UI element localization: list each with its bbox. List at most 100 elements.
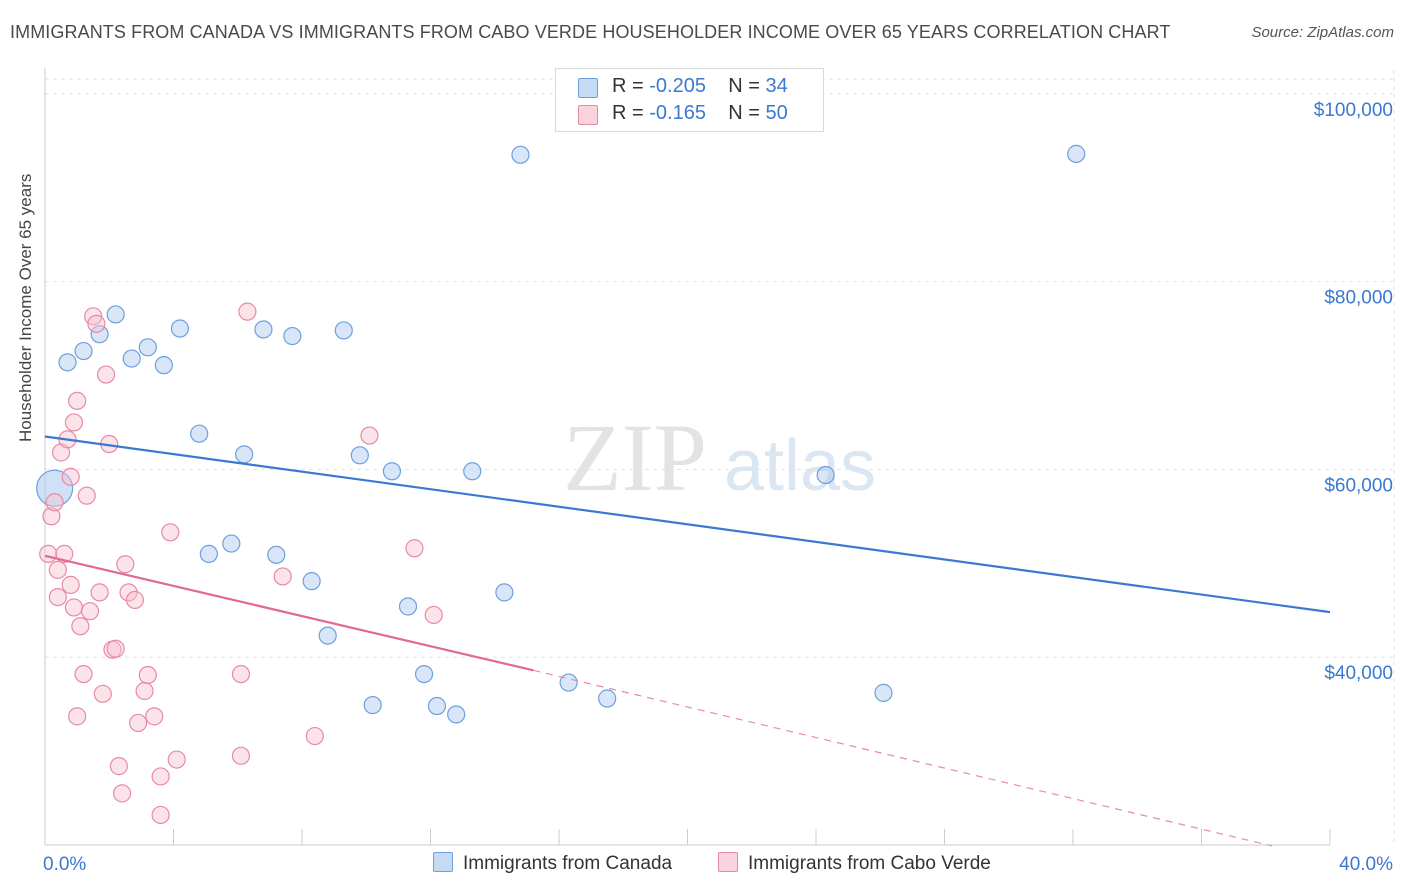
data-point-canada-29 xyxy=(559,673,578,692)
data-point-canada-33 xyxy=(1067,144,1086,163)
data-point-cabo-33 xyxy=(138,665,157,685)
trend-line-canada xyxy=(44,435,1331,614)
legend-swatch-canada xyxy=(578,78,598,98)
data-point-canada-16 xyxy=(302,572,321,591)
data-point-cabo-42 xyxy=(273,567,292,586)
data-point-canada-15 xyxy=(283,326,302,346)
data-point-canada-10 xyxy=(199,544,218,564)
data-point-cabo-31 xyxy=(129,713,148,733)
data-point-canada-27 xyxy=(495,583,514,602)
data-point-cabo-15 xyxy=(74,664,93,684)
trend-lines xyxy=(44,435,1331,847)
data-point-cabo-20 xyxy=(90,583,109,602)
data-point-cabo-12 xyxy=(68,391,87,410)
data-point-canada-3 xyxy=(90,325,109,344)
data-point-cabo-40 xyxy=(231,746,251,765)
y-tick-label-1: $80,000 xyxy=(1324,288,1393,309)
y-tick-label-2: $60,000 xyxy=(1324,475,1393,496)
watermark: ZIP atlas xyxy=(563,404,876,511)
bottom-legend-canada: Immigrants from Canada xyxy=(433,852,672,875)
bottom-legend-canada-label: Immigrants from Canada xyxy=(463,853,673,874)
data-point-canada-21 xyxy=(382,462,402,481)
data-point-cabo-8 xyxy=(61,467,80,487)
legend-r-label: R = xyxy=(612,102,644,124)
data-point-cabo-9 xyxy=(61,575,80,594)
data-point-cabo-11 xyxy=(64,598,84,617)
data-point-cabo-38 xyxy=(167,750,186,769)
y-tick-label-3: $40,000 xyxy=(1324,663,1393,684)
data-point-canada-30 xyxy=(598,689,617,708)
legend-r-value: -0.165 xyxy=(649,102,706,124)
y-tick-label-0: $100,000 xyxy=(1314,100,1393,121)
data-point-cabo-17 xyxy=(80,602,100,621)
data-point-canada-17 xyxy=(318,626,337,645)
data-point-canada-11 xyxy=(222,534,241,553)
data-point-canada-25 xyxy=(447,705,466,724)
trend-line-cabo xyxy=(44,554,534,672)
data-point-cabo-6 xyxy=(55,544,74,564)
data-point-canada-7 xyxy=(154,356,173,375)
data-point-cabo-46 xyxy=(424,605,443,625)
legend-r-label: R = xyxy=(612,75,644,97)
data-point-cabo-41 xyxy=(238,302,257,321)
data-point-cabo-39 xyxy=(231,664,251,684)
data-point-cabo-27 xyxy=(112,784,132,803)
data-point-cabo-3 xyxy=(48,560,67,579)
legend-swatch-cabo xyxy=(578,105,598,125)
data-point-cabo-36 xyxy=(151,805,170,825)
chart-title: IMMIGRANTS FROM CANADA VS IMMIGRANTS FRO… xyxy=(10,22,1171,42)
trend-line-cabo-extension xyxy=(533,669,1273,847)
data-point-canada-0 xyxy=(36,469,74,507)
data-point-cabo-22 xyxy=(96,365,116,384)
data-point-cabo-37 xyxy=(161,523,180,542)
data-point-cabo-32 xyxy=(135,681,154,701)
data-point-cabo-44 xyxy=(360,426,379,445)
data-point-canada-4 xyxy=(106,305,125,324)
data-point-cabo-19 xyxy=(87,314,106,333)
data-point-cabo-35 xyxy=(151,767,170,786)
data-point-canada-1 xyxy=(58,353,77,372)
data-point-cabo-43 xyxy=(305,726,324,746)
x-tick-label-left: 0.0% xyxy=(43,854,86,875)
data-point-canada-2 xyxy=(74,341,93,361)
data-point-canada-8 xyxy=(170,319,190,338)
data-point-canada-31 xyxy=(816,465,835,485)
data-point-cabo-30 xyxy=(125,590,145,610)
data-point-canada-18 xyxy=(334,321,353,340)
data-point-canada-23 xyxy=(414,664,434,684)
axes xyxy=(44,68,1331,846)
bottom-legend-cabo: Immigrants from Cabo Verde xyxy=(718,852,991,875)
data-point-cabo-25 xyxy=(106,639,125,658)
data-points xyxy=(36,144,1086,825)
legend-n-label: N = xyxy=(728,75,760,97)
data-point-canada-14 xyxy=(267,545,286,564)
data-point-cabo-14 xyxy=(71,617,90,636)
legend-n-value: 34 xyxy=(765,75,788,97)
data-point-canada-28 xyxy=(511,145,530,164)
data-point-cabo-16 xyxy=(77,486,96,505)
data-point-canada-26 xyxy=(463,462,482,481)
watermark-atlas: atlas xyxy=(724,426,876,506)
bottom-swatch-cabo xyxy=(718,852,738,872)
data-point-cabo-2 xyxy=(45,493,64,512)
data-point-canada-20 xyxy=(363,695,382,715)
data-point-canada-6 xyxy=(138,338,157,357)
data-point-canada-5 xyxy=(122,349,141,368)
bottom-swatch-canada xyxy=(433,852,453,872)
tick-labels: $100,000 $80,000 $60,000 $40,000 0.0% 40.0% xyxy=(43,100,1393,875)
x-tick-label-right: 40.0% xyxy=(1339,854,1393,875)
data-point-cabo-26 xyxy=(109,757,128,776)
legend-r-value: -0.205 xyxy=(649,75,706,97)
data-point-canada-32 xyxy=(874,683,893,702)
data-point-canada-9 xyxy=(190,424,209,443)
legend-n-value: 50 xyxy=(765,102,788,124)
data-point-cabo-45 xyxy=(405,539,424,558)
data-point-canada-13 xyxy=(254,320,273,339)
data-point-canada-24 xyxy=(427,696,447,716)
data-point-cabo-34 xyxy=(145,707,164,726)
legend-n-label: N = xyxy=(728,102,760,124)
data-point-cabo-13 xyxy=(68,707,87,726)
data-point-cabo-28 xyxy=(116,555,135,574)
data-point-cabo-4 xyxy=(48,587,67,607)
